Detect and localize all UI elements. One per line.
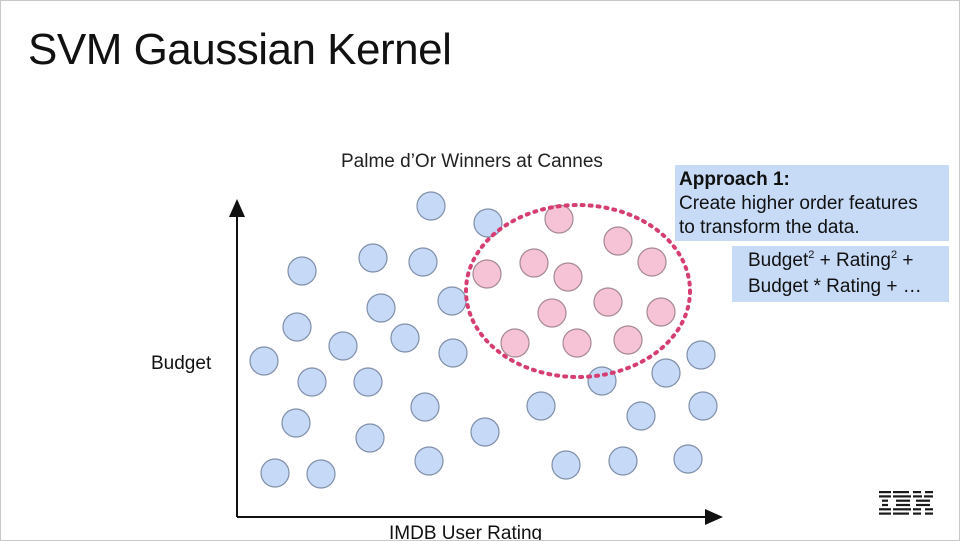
decision-boundary (464, 203, 692, 379)
formula-plus: + (897, 250, 914, 271)
blue-point-19 (526, 391, 556, 421)
pink-point-4 (472, 259, 502, 289)
formula-line-2: Budget * Rating + … (748, 276, 922, 297)
series-non-winners (249, 191, 718, 489)
blue-point-11 (438, 338, 468, 368)
formula-sup-2: 2 (890, 249, 898, 261)
blue-point-9 (328, 331, 358, 361)
blue-point-14 (353, 367, 383, 397)
blue-point-27 (414, 446, 444, 476)
blue-point-28 (551, 450, 581, 480)
blue-point-24 (626, 401, 656, 431)
pink-point-8 (593, 287, 623, 317)
x-axis-label: IMDB User Rating (389, 523, 543, 541)
pink-point-11 (562, 328, 592, 358)
blue-point-12 (249, 346, 279, 376)
slide-title: SVM Gaussian Kernel (28, 25, 452, 74)
pink-point-10 (500, 328, 530, 358)
blue-point-16 (281, 408, 311, 438)
pink-point-3 (637, 247, 667, 277)
pink-point-6 (553, 262, 583, 292)
blue-point-4 (358, 243, 388, 273)
blue-point-20 (587, 366, 617, 396)
blue-point-6 (366, 293, 396, 323)
blue-point-23 (688, 391, 718, 421)
blue-point-26 (306, 459, 336, 489)
blue-point-18 (470, 417, 500, 447)
pink-point-12 (613, 325, 643, 355)
formula-callout: Budget2 + Rating2 + Budget * Rating + … (732, 246, 949, 302)
pink-point-2 (603, 226, 633, 256)
blue-point-15 (410, 392, 440, 422)
ibm-logo (879, 491, 933, 515)
blue-point-30 (673, 444, 703, 474)
blue-point-13 (297, 367, 327, 397)
blue-point-2 (473, 208, 503, 238)
pink-point-5 (519, 248, 549, 278)
approach-line-2: to transform the data. (679, 217, 860, 238)
blue-point-17 (355, 423, 385, 453)
blue-point-7 (437, 286, 467, 316)
blue-point-3 (287, 256, 317, 286)
blue-point-1 (416, 191, 446, 221)
blue-point-5 (408, 247, 438, 277)
series-winners (472, 204, 676, 358)
y-axis-label: Budget (151, 353, 212, 374)
formula-sup-1: 2 (808, 249, 815, 261)
formula-budget: Budget (748, 250, 809, 271)
pink-point-9 (646, 297, 676, 327)
blue-point-25 (260, 458, 290, 488)
pink-point-7 (537, 298, 567, 328)
approach-heading: Approach 1: (679, 169, 790, 190)
blue-point-21 (651, 358, 681, 388)
blue-point-8 (282, 312, 312, 342)
blue-point-10 (390, 323, 420, 353)
chart-title: Palme d’Or Winners at Cannes (341, 151, 603, 172)
approach-callout: Approach 1: Create higher order features… (675, 165, 949, 241)
formula-rating: + Rating (814, 250, 891, 271)
formula-line-1: Budget2 + Rating2 + (748, 248, 949, 274)
approach-line-1: Create higher order features (679, 193, 918, 214)
blue-point-29 (608, 446, 638, 476)
blue-point-22 (686, 340, 716, 370)
